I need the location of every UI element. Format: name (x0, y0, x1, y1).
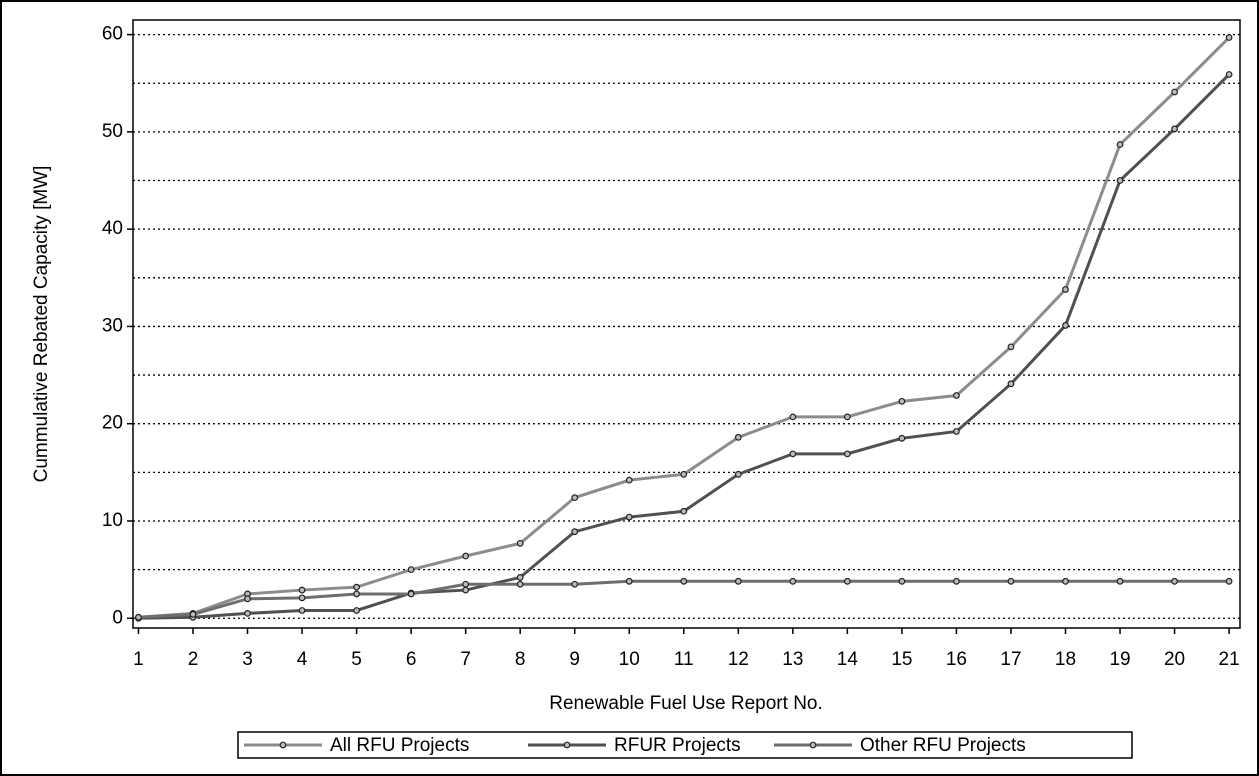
data-point (1116, 577, 1124, 585)
x-tick-label: 8 (515, 649, 526, 670)
data-point (953, 392, 960, 399)
legend-marker (563, 741, 571, 749)
data-point (789, 450, 797, 458)
data-point (298, 594, 306, 602)
data-point (625, 476, 633, 484)
x-tick-label: 11 (674, 649, 694, 670)
x-tick-label: 10 (619, 649, 640, 670)
x-tick-label: 19 (1109, 649, 1130, 670)
data-point (1116, 141, 1124, 148)
y-tick-label: 30 (102, 315, 123, 336)
x-tick-label: 16 (946, 649, 967, 670)
data-point (625, 577, 633, 585)
data-point (843, 450, 851, 458)
data-point (1171, 125, 1178, 133)
data-point (571, 494, 579, 502)
x-tick-label: 20 (1164, 649, 1185, 670)
x-tick-label: 1 (133, 649, 144, 670)
x-axis-title: Renewable Fuel Use Report No. (549, 693, 823, 714)
y-tick-label: 40 (102, 218, 123, 239)
x-tick-label: 12 (728, 649, 749, 670)
legend-box (237, 731, 1133, 759)
y-tick-label: 20 (102, 413, 123, 434)
data-point (1171, 88, 1178, 96)
data-point (680, 507, 688, 515)
data-point (843, 413, 851, 421)
x-tick-label: 6 (406, 649, 417, 670)
data-point (1007, 577, 1015, 585)
x-tick-label: 4 (297, 649, 308, 670)
data-point (135, 613, 142, 621)
data-point (1062, 286, 1069, 293)
data-point (353, 583, 360, 591)
data-point (1225, 577, 1233, 585)
data-point (625, 513, 633, 521)
data-point (571, 528, 579, 536)
data-point (298, 607, 306, 614)
data-point (843, 577, 851, 585)
data-point (734, 433, 742, 441)
data-point (734, 577, 742, 585)
legend-label: All RFU Projects (330, 735, 469, 756)
x-tick-label: 13 (782, 649, 803, 670)
x-tick-label: 15 (891, 649, 912, 670)
data-point (353, 590, 360, 598)
x-tick-label: 2 (188, 649, 199, 670)
data-point (462, 586, 470, 594)
data-point (1116, 177, 1124, 184)
y-tick-label: 0 (112, 607, 123, 628)
data-point (680, 577, 688, 585)
data-point (353, 607, 360, 614)
series-line (138, 73, 1231, 620)
data-point (898, 434, 906, 442)
plot-frame (132, 19, 1241, 629)
data-point (407, 566, 415, 574)
data-point (1062, 322, 1069, 329)
data-point (244, 595, 251, 603)
y-tick-label: 60 (102, 24, 123, 45)
data-point (462, 580, 470, 588)
x-tick-label: 14 (837, 649, 859, 670)
data-point (462, 552, 470, 560)
x-tick-label: 7 (460, 649, 471, 670)
legend-marker (279, 741, 287, 749)
data-point (734, 470, 742, 478)
x-tick-label: 18 (1055, 649, 1076, 670)
data-point (516, 539, 524, 547)
x-tick-label: 5 (351, 649, 362, 670)
data-point (1062, 577, 1069, 585)
data-point (898, 577, 906, 585)
data-point (516, 574, 524, 581)
x-tick-label: 17 (1000, 649, 1021, 670)
data-point (244, 610, 251, 617)
y-tick-label: 50 (102, 121, 123, 142)
legend-marker (809, 741, 817, 749)
data-point (189, 610, 197, 618)
data-point (1007, 380, 1015, 388)
data-point (789, 413, 797, 421)
x-tick-label: 21 (1219, 649, 1240, 670)
data-point (953, 577, 960, 585)
data-point (1225, 34, 1233, 41)
x-tick-label: 3 (242, 649, 253, 670)
data-point (1171, 577, 1178, 585)
y-tick-label: 10 (102, 510, 123, 531)
legend-label: RFUR Projects (614, 735, 741, 756)
data-point (571, 580, 579, 588)
x-tick-label: 9 (569, 649, 580, 670)
y-axis-title: Cummulative Rebated Capacity [MW] (31, 166, 52, 483)
data-point (516, 580, 524, 588)
data-point (298, 586, 306, 594)
data-point (680, 470, 688, 478)
data-point (1225, 71, 1233, 78)
data-point (898, 397, 906, 405)
legend-label: Other RFU Projects (860, 735, 1026, 756)
data-point (407, 590, 415, 598)
data-point (789, 577, 797, 585)
data-point (953, 428, 960, 435)
data-point (1007, 343, 1015, 351)
